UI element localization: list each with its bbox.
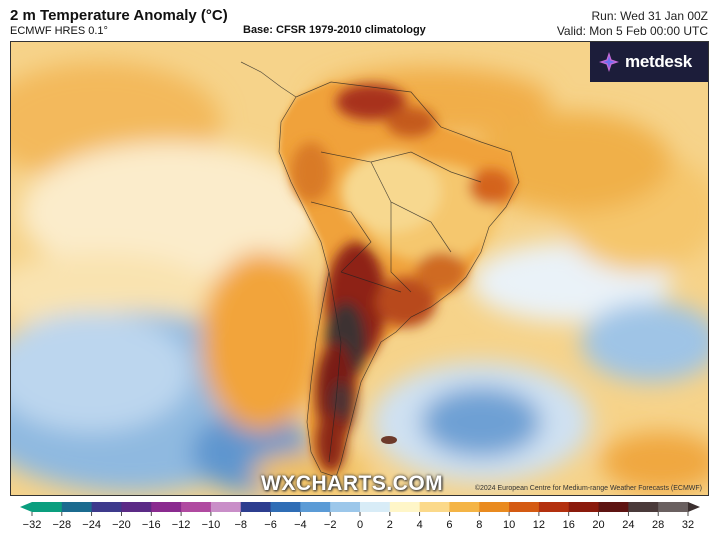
colorbar-segment: [300, 502, 331, 512]
colorbar-segment: [270, 502, 301, 512]
ecmwf-credit: ©2024 European Centre for Medium-range W…: [474, 485, 702, 492]
colorbar-segment: [628, 502, 659, 512]
colorbar-segment: [360, 502, 391, 512]
colorbar-segment: [598, 502, 629, 512]
colorbar-tick-label: 20: [592, 519, 604, 531]
colorbar-ticks: −32 −28 −24 −20 −16 −12 −10 −8 −6 −4 −2 0 2 4 6 8 10 12 16…: [23, 512, 694, 531]
colorbar-segment: [121, 502, 152, 512]
metdesk-star-icon: [599, 52, 619, 72]
run-time: Run: Wed 31 Jan 00Z: [591, 9, 708, 23]
colorbar-segment: [419, 502, 450, 512]
colorbar-tick-label: −2: [324, 519, 337, 531]
colorbar-segment: [61, 502, 93, 512]
colorbar-tick-label: 2: [387, 519, 393, 531]
colorbar-segment: [538, 502, 570, 512]
colorbar-tick-label: 10: [503, 519, 515, 531]
model-label: ECMWF HRES 0.1°: [10, 25, 108, 37]
colorbar-tick-label: 24: [622, 519, 634, 531]
colorbar-right-arrow: [688, 502, 700, 512]
metdesk-logo: metdesk: [590, 42, 708, 82]
colorbar-segment: [181, 502, 212, 512]
colorbar-tick-label: −16: [142, 519, 161, 531]
colorbar-segment: [32, 502, 63, 512]
colorbar-tick-label: −24: [82, 519, 101, 531]
colorbar-segment: [658, 502, 689, 512]
colorbar-segment: [330, 502, 361, 512]
colorbar-tick-label: −32: [23, 519, 42, 531]
colorbar-segment: [210, 502, 242, 512]
colorbar: −32 −28 −24 −20 −16 −12 −10 −8 −6 −4 −2 0 2 4 6 8 10 12 16…: [20, 502, 700, 531]
colorbar-tick-label: 6: [446, 519, 452, 531]
logo-text: metdesk: [625, 52, 692, 71]
colorbar-segment: [568, 502, 600, 512]
colorbar-tick-label: 32: [682, 519, 694, 531]
colorbar-tick-label: 8: [476, 519, 482, 531]
colorbar-tick-label: 4: [417, 519, 423, 531]
colorbar-segment: [91, 502, 122, 512]
colorbar-tick-label: −10: [202, 519, 221, 531]
colorbar-segment: [389, 502, 421, 512]
map-canvas: [11, 42, 708, 495]
colorbar-tick-label: −8: [234, 519, 247, 531]
colorbar-tick-label: 12: [533, 519, 545, 531]
colorbar-segment: [240, 502, 272, 512]
colorbar-tick-label: 28: [652, 519, 664, 531]
colorbar-tick-label: −20: [112, 519, 131, 531]
colorbar-segment: [449, 502, 480, 512]
valid-time: Valid: Mon 5 Feb 00:00 UTC: [556, 24, 708, 38]
colorbar-tick-label: −28: [52, 519, 71, 531]
anomaly-map[interactable]: metdesk WXCHARTS.COM ©2024 European Cent…: [10, 41, 709, 496]
colorbar-segment: [509, 502, 540, 512]
colorbar-tick-label: 16: [563, 519, 575, 531]
colorbar-left-arrow: [20, 502, 32, 512]
colorbar-tick-label: −6: [264, 519, 277, 531]
climatology-label: Base: CFSR 1979-2010 climatology: [243, 24, 426, 36]
colorbar-tick-label: −12: [172, 519, 191, 531]
colorbar-segments: [32, 502, 689, 512]
colorbar-tick-label: −4: [294, 519, 307, 531]
watermark: WXCHARTS.COM: [261, 472, 444, 495]
chart-title: 2 m Temperature Anomaly (°C): [10, 7, 228, 24]
colorbar-segment: [151, 502, 182, 512]
colorbar-tick-label: 0: [357, 519, 363, 531]
colorbar-segment: [479, 502, 510, 512]
